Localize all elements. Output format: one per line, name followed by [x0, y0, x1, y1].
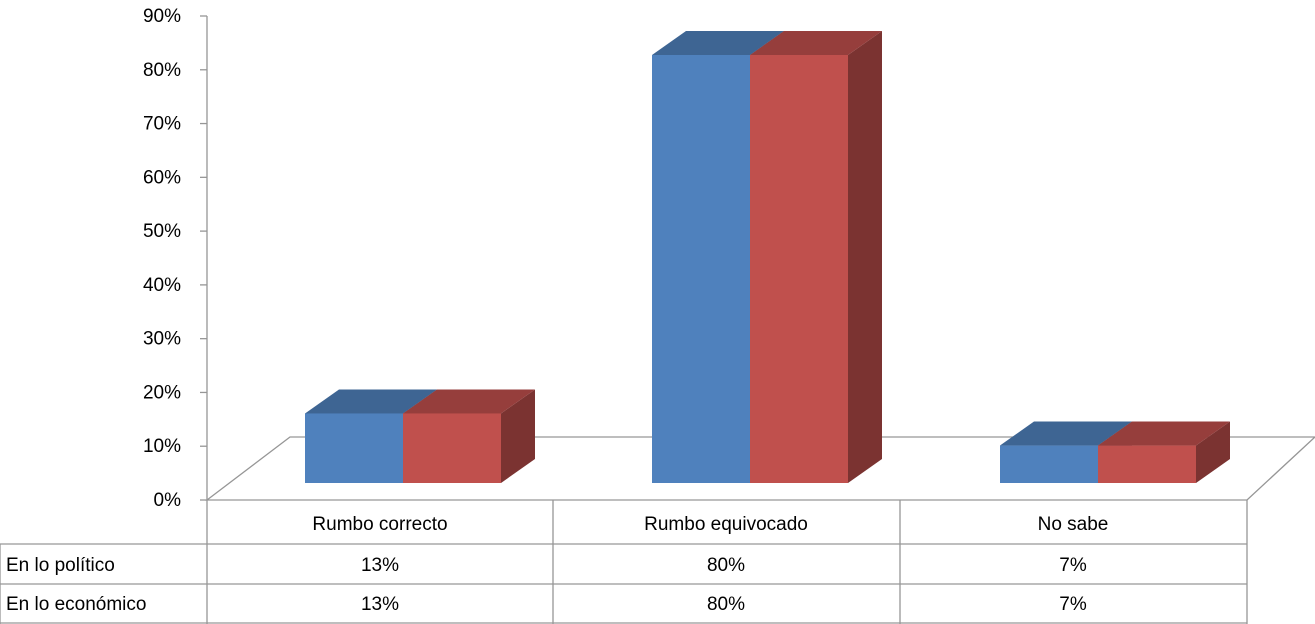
table-cell-economico-no-sabe: 7%: [1059, 594, 1087, 615]
table-cell-politico-rumbo-correcto: 13%: [361, 555, 399, 576]
bar-economico-0: [403, 389, 535, 483]
table-row-label-economico: En lo económico: [6, 594, 146, 615]
y-tick-label: 50%: [143, 221, 181, 242]
y-tick-label: 40%: [143, 275, 181, 296]
y-tick-label: 60%: [143, 167, 181, 188]
bar-economico-2: [1098, 421, 1230, 483]
bar-economico-1: [750, 31, 882, 483]
table-cell-politico-no-sabe: 7%: [1059, 555, 1087, 576]
y-tick-label: 70%: [143, 114, 181, 135]
table-cell-economico-rumbo-correcto: 13%: [361, 594, 399, 615]
table-header-rumbo-correcto: Rumbo correcto: [312, 514, 447, 535]
y-tick-label: 20%: [143, 382, 181, 403]
y-tick-label: 10%: [143, 436, 181, 457]
data-table: [0, 500, 1248, 624]
bars: [305, 31, 1230, 483]
table-cell-economico-rumbo-equivocado: 80%: [707, 594, 745, 615]
table-header-no-sabe: No sabe: [1038, 514, 1109, 535]
y-tick-label: 0%: [154, 490, 182, 511]
y-tick-label: 80%: [143, 60, 181, 81]
table-cell-politico-rumbo-equivocado: 80%: [707, 555, 745, 576]
y-tick-label: 90%: [143, 6, 181, 27]
table-row-label-politico: En lo político: [6, 555, 115, 576]
y-tick-label: 30%: [143, 329, 181, 350]
table-header-rumbo-equivocado: Rumbo equivocado: [644, 514, 808, 535]
y-axis-ticks: 0% 10% 20% 30% 40% 50% 60% 70% 80% 90%: [143, 6, 207, 511]
